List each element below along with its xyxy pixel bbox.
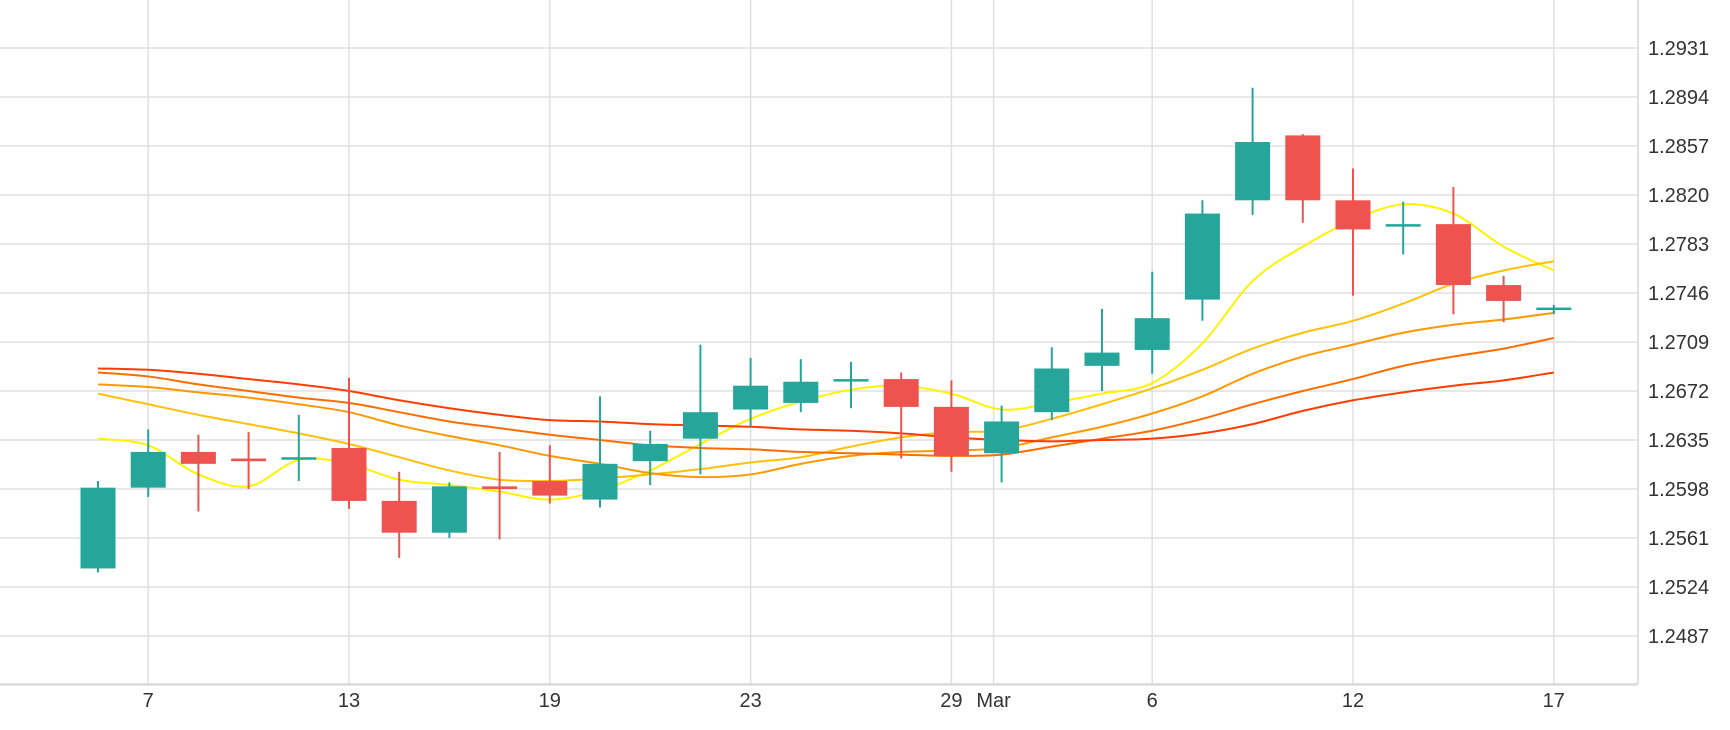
- ma-line-4: [97, 337, 1555, 457]
- ma-line-3: [97, 311, 1554, 479]
- candle-body: [833, 379, 869, 382]
- ma-line-1: [97, 203, 1555, 501]
- y-axis-tick-labels: 1.2931 1.2894 1.2857 1.2820 1.2783 1.2746 1.27…: [1648, 38, 1709, 648]
- y-tick-label: 1.2635: [1648, 430, 1709, 452]
- candle-body: [1084, 352, 1120, 366]
- candle: [1235, 87, 1271, 215]
- candle-body: [1285, 135, 1321, 201]
- ma-line-2: [97, 260, 1554, 483]
- y-tick-label: 1.2894: [1648, 87, 1709, 109]
- candle: [231, 432, 267, 489]
- candle-body: [331, 447, 367, 501]
- y-tick-label: 1.2672: [1648, 381, 1709, 403]
- candle: [1435, 187, 1471, 315]
- candle: [682, 344, 718, 475]
- y-tick-label: 1.2709: [1648, 332, 1709, 354]
- candle-body: [1034, 368, 1070, 413]
- y-tick-label: 1.2820: [1648, 185, 1709, 207]
- candle-body: [783, 381, 819, 403]
- candle: [1184, 200, 1220, 321]
- candle-body: [1486, 285, 1522, 301]
- candle-body: [281, 457, 317, 460]
- candle: [984, 405, 1020, 483]
- moving-average-lines: [97, 203, 1555, 501]
- ma-line-5: [97, 367, 1554, 443]
- candle: [733, 357, 769, 427]
- candle: [1084, 308, 1120, 391]
- candle: [1134, 271, 1170, 374]
- axis-lines: [0, 0, 1639, 685]
- candle: [80, 481, 116, 573]
- candle: [1536, 304, 1572, 315]
- candle-body: [582, 463, 618, 500]
- x-tick-label: 17: [1543, 690, 1565, 712]
- candle: [632, 430, 668, 486]
- candle-body: [984, 421, 1020, 454]
- candle: [482, 451, 518, 540]
- candle: [783, 359, 819, 413]
- candle: [1486, 275, 1522, 323]
- x-tick-label: 7: [143, 690, 154, 712]
- candle: [1335, 168, 1371, 296]
- candle-body: [733, 385, 769, 410]
- x-tick-label: Mar: [976, 690, 1011, 712]
- candle: [381, 471, 417, 558]
- candle-body: [1385, 224, 1421, 227]
- y-tick-label: 1.2857: [1648, 136, 1709, 158]
- candle: [180, 434, 216, 512]
- candle-body: [231, 458, 267, 462]
- candle: [933, 380, 969, 472]
- candle: [833, 361, 869, 409]
- candle: [582, 396, 618, 508]
- x-tick-label: 23: [739, 690, 761, 712]
- x-tick-label: 19: [539, 690, 561, 712]
- candle: [130, 429, 166, 497]
- x-tick-label: 29: [940, 690, 962, 712]
- x-axis-tick-labels: 7 13 19 23 29 Mar 6 12 17: [143, 690, 1565, 712]
- candle: [331, 377, 367, 509]
- candle-body: [532, 481, 568, 496]
- candle-body: [1536, 307, 1572, 311]
- candle: [1034, 347, 1070, 421]
- candle-body: [933, 406, 969, 456]
- y-tick-label: 1.2598: [1648, 479, 1709, 501]
- x-tick-label: 12: [1342, 690, 1364, 712]
- y-tick-label: 1.2783: [1648, 234, 1709, 256]
- candle-body: [883, 379, 919, 407]
- candle-body: [682, 412, 718, 439]
- candle: [883, 372, 919, 459]
- candle-body: [1134, 318, 1170, 350]
- y-tick-label: 1.2524: [1648, 577, 1709, 599]
- vertical-gridlines: [147, 0, 1555, 684]
- candle-body: [632, 443, 668, 462]
- y-tick-label: 1.2487: [1648, 626, 1709, 648]
- candle-body: [1235, 142, 1271, 201]
- y-tick-label: 1.2561: [1648, 528, 1709, 550]
- candle-body: [1435, 224, 1471, 286]
- candle: [1385, 201, 1421, 255]
- candle-body: [180, 451, 216, 464]
- x-tick-label: 13: [338, 690, 360, 712]
- candle-body: [431, 486, 467, 533]
- candle: [532, 445, 568, 504]
- candle-body: [80, 487, 116, 569]
- candle-body: [1335, 200, 1371, 230]
- horizontal-gridlines: [0, 47, 1638, 686]
- y-tick-label: 1.2931: [1648, 38, 1709, 60]
- y-tick-label: 1.2746: [1648, 283, 1709, 305]
- candle: [281, 414, 317, 482]
- candle-body: [1184, 213, 1220, 300]
- candle: [1285, 134, 1321, 223]
- candle: [431, 482, 467, 538]
- candle-body: [381, 500, 417, 533]
- x-tick-label: 6: [1147, 690, 1158, 712]
- candle-body: [482, 486, 518, 489]
- candles: [80, 87, 1572, 573]
- candle-body: [130, 451, 166, 488]
